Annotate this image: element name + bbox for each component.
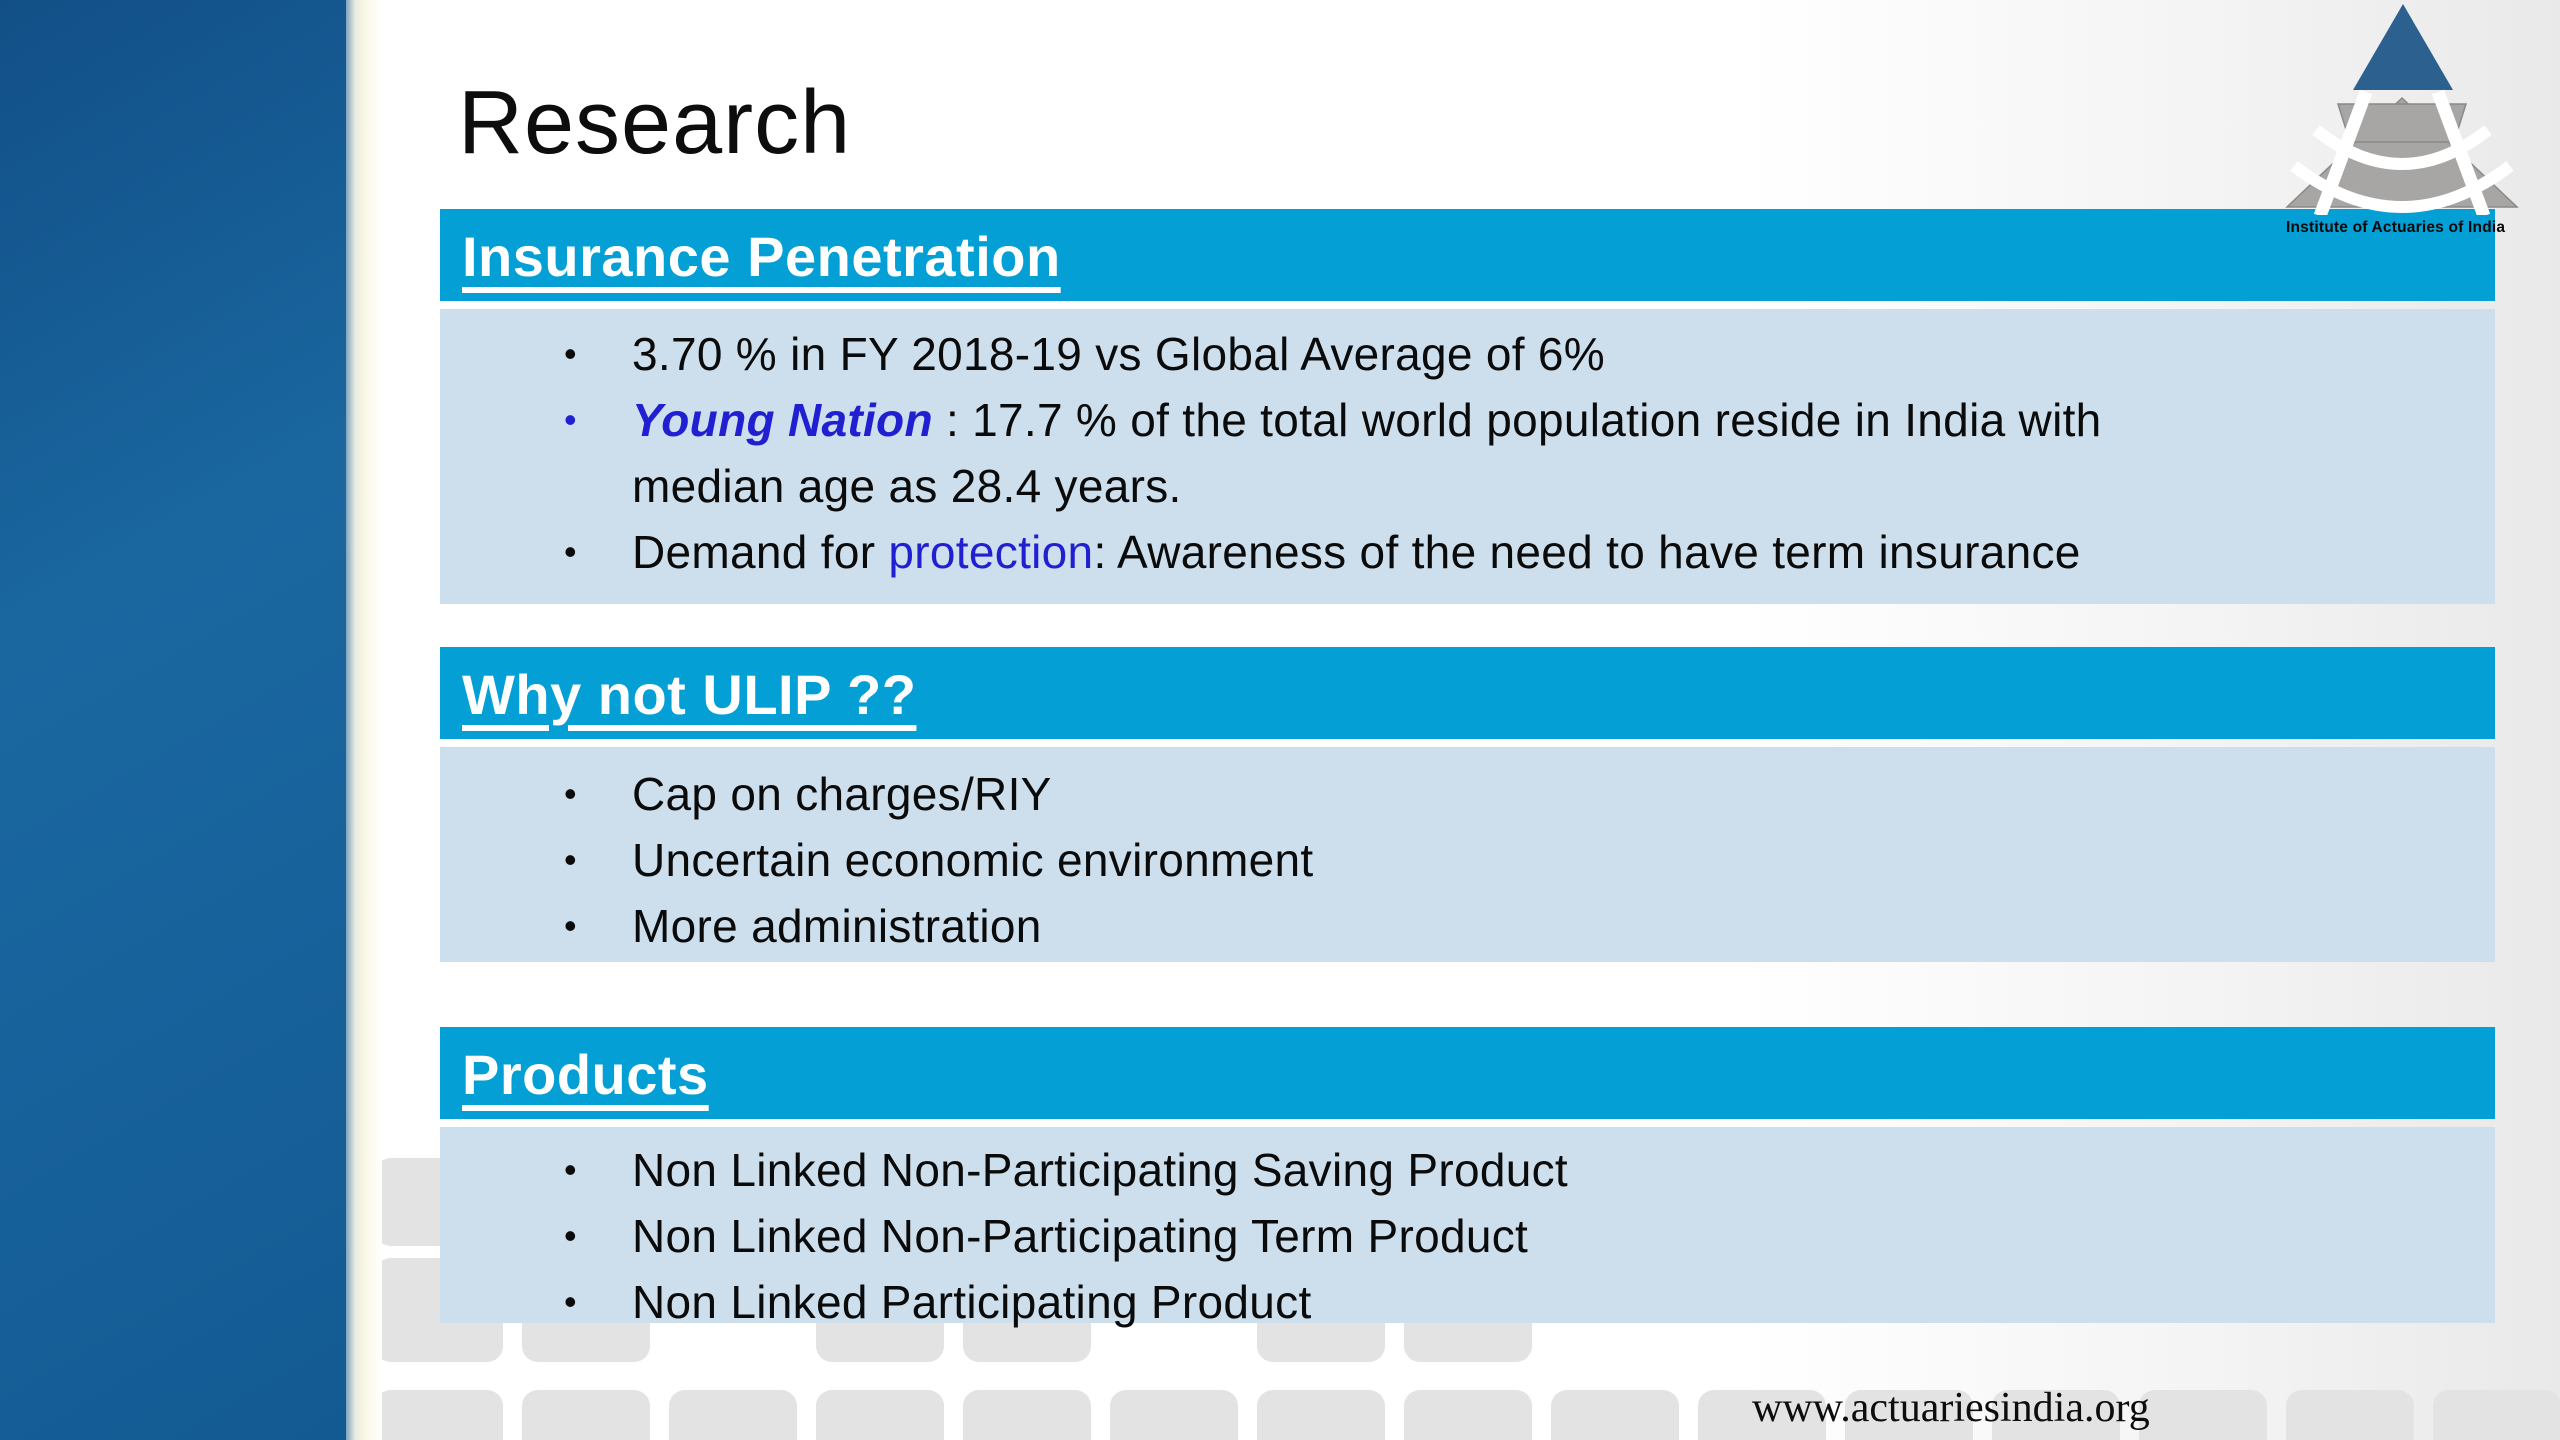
section-body-products: • Non Linked Non-Participating Saving Pr…: [440, 1127, 2495, 1328]
bullet-text: Demand for: [632, 526, 889, 578]
mosaic-tile: [1404, 1390, 1532, 1440]
slide-title: Research: [458, 73, 852, 173]
bullet-marker: •: [564, 1149, 577, 1190]
bullet-text: : Awareness of the need to have term ins…: [1093, 526, 2081, 578]
bullet-item: • Young Nation : 17.7 % of the total wor…: [440, 387, 2495, 519]
bullet-item: • More administration: [440, 893, 2495, 959]
institute-logo: Institute of Actuaries of India: [2280, 0, 2540, 310]
section-header-products: Products: [440, 1027, 2495, 1119]
mosaic-tile: [1110, 1390, 1238, 1440]
section-header-insurance-penetration: Insurance Penetration: [440, 209, 2495, 301]
bullet-highlight: protection: [888, 526, 1094, 578]
section-title: Insurance Penetration: [462, 225, 1061, 288]
bullet-item: • Cap on charges/RIY: [440, 761, 2495, 827]
bullet-marker: •: [564, 905, 577, 946]
mosaic-tile: [669, 1390, 797, 1440]
bullet-text: Non Linked Non-Participating Term Produc…: [632, 1210, 1529, 1262]
logo-triangle-icon: [2353, 4, 2453, 90]
mosaic-tile: [816, 1390, 944, 1440]
mosaic-tile: [1257, 1390, 1385, 1440]
mosaic-tile: [2286, 1390, 2414, 1440]
bullet-marker: •: [564, 1281, 577, 1322]
bullet-text: Non Linked Non-Participating Saving Prod…: [632, 1144, 1568, 1196]
section-title: Why not ULIP ??: [462, 663, 917, 726]
section-title: Products: [462, 1043, 709, 1106]
sidebar-edge-fade: [346, 0, 382, 1440]
bullet-text: Non Linked Participating Product: [632, 1276, 1312, 1328]
bullet-item: • Non Linked Non-Participating Saving Pr…: [440, 1137, 2495, 1203]
mosaic-tile: [522, 1390, 650, 1440]
bullet-text-continuation: median age as 28.4 years.: [632, 460, 1182, 512]
mosaic-tile: [2433, 1390, 2560, 1440]
bullet-marker: •: [564, 1215, 577, 1256]
bullet-item: • Non Linked Participating Product: [440, 1269, 2495, 1335]
bullet-marker: •: [564, 531, 577, 572]
mosaic-tile: [1845, 1390, 1973, 1440]
bullet-item: • 3.70 % in FY 2018-19 vs Global Average…: [440, 321, 2495, 387]
bullet-text: Uncertain economic environment: [632, 834, 1314, 886]
mosaic-tile: [1698, 1390, 1826, 1440]
bullet-text: : 17.7 % of the total world population r…: [932, 394, 2102, 446]
section-header-why-not-ulip: Why not ULIP ??: [440, 647, 2495, 739]
bullet-marker: •: [564, 839, 577, 880]
mosaic-tile: [1551, 1390, 1679, 1440]
section-body-insurance-penetration: • 3.70 % in FY 2018-19 vs Global Average…: [440, 309, 2495, 604]
bullet-text: Cap on charges/RIY: [632, 768, 1052, 820]
bullet-marker: •: [564, 773, 577, 814]
website-url: www.actuariesindia.org: [1752, 1385, 2150, 1431]
bullet-item: • Demand for protection: Awareness of th…: [440, 519, 2495, 585]
left-accent-panel: [0, 0, 346, 1440]
bullet-marker: •: [564, 333, 577, 374]
logo-emblem-icon: [2285, 89, 2519, 215]
bullet-item: • Non Linked Non-Participating Term Prod…: [440, 1203, 2495, 1269]
mosaic-tile: [375, 1390, 503, 1440]
logo-caption: Institute of Actuaries of India: [2286, 219, 2506, 236]
mosaic-tile: [1992, 1390, 2120, 1440]
bullet-item: • Uncertain economic environment: [440, 827, 2495, 893]
bullet-marker: •: [564, 399, 577, 440]
bullet-highlight: Young Nation: [632, 394, 933, 446]
section-body-why-not-ulip: • Cap on charges/RIY • Uncertain economi…: [440, 747, 2495, 962]
institute-logo-icon: [2285, 4, 2519, 215]
mosaic-tile: [963, 1390, 1091, 1440]
bullet-text: 3.70 % in FY 2018-19 vs Global Average o…: [632, 328, 1606, 380]
mosaic-tile: [2139, 1390, 2267, 1440]
bullet-text: More administration: [632, 900, 1042, 952]
